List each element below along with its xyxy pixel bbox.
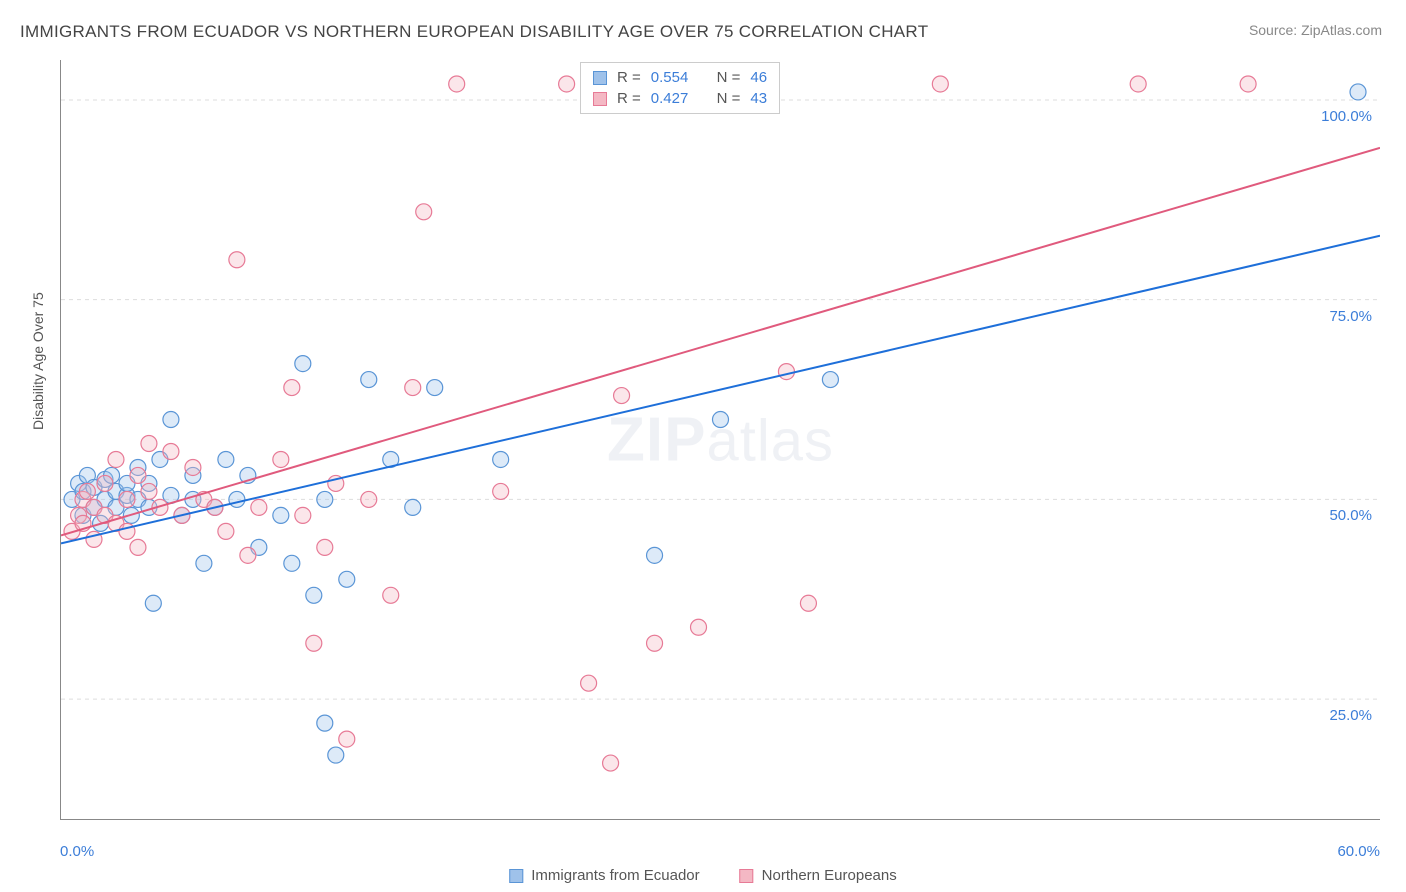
y-axis-label: Disability Age Over 75 — [30, 292, 46, 430]
y-tick-label: 50.0% — [1329, 507, 1372, 524]
chart-container: IMMIGRANTS FROM ECUADOR VS NORTHERN EURO… — [0, 0, 1406, 892]
r-label-1: R = — [617, 69, 641, 86]
n-label-1: N = — [717, 69, 741, 86]
bottom-swatch-2 — [740, 869, 754, 883]
bottom-legend-label-1: Immigrants from Ecuador — [531, 867, 699, 884]
legend-row-series-2: R = 0.427 N = 43 — [593, 88, 767, 109]
n-value-2: 43 — [750, 90, 767, 107]
y-tick-label: 75.0% — [1329, 308, 1372, 325]
n-value-1: 46 — [750, 69, 767, 86]
legend-row-series-1: R = 0.554 N = 46 — [593, 67, 767, 88]
bottom-legend: Immigrants from Ecuador Northern Europea… — [509, 867, 896, 884]
n-label-2: N = — [717, 90, 741, 107]
chart-title: IMMIGRANTS FROM ECUADOR VS NORTHERN EURO… — [20, 22, 928, 42]
r-value-1: 0.554 — [651, 69, 689, 86]
watermark-text: ZIPatlas — [607, 404, 834, 475]
legend-swatch-2 — [593, 92, 607, 106]
r-label-2: R = — [617, 90, 641, 107]
source-attribution: Source: ZipAtlas.com — [1249, 22, 1382, 38]
plot-area: ZIPatlas 25.0% 50.0% 75.0% 100.0% — [60, 60, 1380, 820]
plot-svg — [61, 60, 1380, 819]
x-min-label: 0.0% — [60, 843, 94, 860]
bottom-swatch-1 — [509, 869, 523, 883]
bottom-legend-item-2: Northern Europeans — [740, 867, 897, 884]
correlation-legend: R = 0.554 N = 46 R = 0.427 N = 43 — [580, 62, 780, 114]
x-max-label: 60.0% — [1337, 843, 1380, 860]
y-tick-label: 25.0% — [1329, 707, 1372, 724]
y-tick-label: 100.0% — [1321, 108, 1372, 125]
bottom-legend-label-2: Northern Europeans — [762, 867, 897, 884]
legend-swatch-1 — [593, 71, 607, 85]
r-value-2: 0.427 — [651, 90, 689, 107]
bottom-legend-item-1: Immigrants from Ecuador — [509, 867, 699, 884]
